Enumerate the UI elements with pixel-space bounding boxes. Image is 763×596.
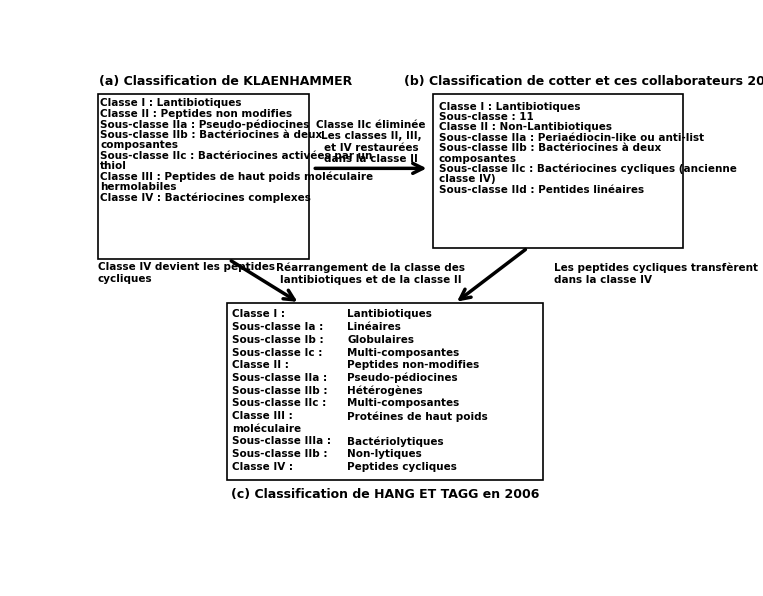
Text: Sous-classe IIb :: Sous-classe IIb : [232, 386, 327, 396]
Text: Sous-classe IIIa :: Sous-classe IIIa : [232, 436, 331, 446]
Text: thiol: thiol [100, 161, 127, 171]
Text: Peptides non-modifies: Peptides non-modifies [347, 360, 479, 370]
Text: Sous-classe IIc : Bactériocines activées par un: Sous-classe IIc : Bactériocines activées… [100, 150, 372, 161]
Text: Sous-classe Ib :: Sous-classe Ib : [232, 335, 324, 345]
Text: Sous-classe Ic :: Sous-classe Ic : [232, 347, 322, 358]
FancyBboxPatch shape [98, 94, 309, 259]
Text: Sous-classe IIc :: Sous-classe IIc : [232, 398, 326, 408]
Text: Classe IV devient les peptides
cycliques: Classe IV devient les peptides cycliques [98, 262, 275, 284]
Text: Classe IIc éliminée
Les classes II, III,
et IV restaurées
dans la classe II: Classe IIc éliminée Les classes II, III,… [316, 120, 426, 164]
Text: Sous-classe IIa :: Sous-classe IIa : [232, 373, 327, 383]
Text: Classe IV : Bactériocines complexes: Classe IV : Bactériocines complexes [100, 192, 311, 203]
Text: hermolabiles: hermolabiles [100, 182, 176, 192]
Text: Classe I :: Classe I : [232, 309, 285, 319]
Text: Classe I : Lantibiotiques: Classe I : Lantibiotiques [100, 98, 242, 108]
Text: Hétérogènes: Hétérogènes [347, 386, 423, 396]
Text: Classe III : Peptides de haut poids moléculaire: Classe III : Peptides de haut poids molé… [100, 171, 373, 182]
Text: moléculaire: moléculaire [232, 424, 301, 434]
Text: composantes: composantes [439, 154, 517, 163]
Text: Non-lytiques: Non-lytiques [347, 449, 422, 459]
FancyBboxPatch shape [433, 94, 683, 248]
Text: Lantibiotiques: Lantibiotiques [347, 309, 432, 319]
Text: Bactériolytiques: Bactériolytiques [347, 436, 444, 447]
Text: Classe I : Lantibiotiques: Classe I : Lantibiotiques [439, 101, 580, 111]
Text: Pseudo-pédiocines: Pseudo-pédiocines [347, 373, 458, 383]
Text: Multi-composantes: Multi-composantes [347, 347, 459, 358]
Text: Sous-classe IId : Pentides linéaires: Sous-classe IId : Pentides linéaires [439, 185, 644, 195]
Text: composantes: composantes [100, 140, 178, 150]
Text: Multi-composantes: Multi-composantes [347, 398, 459, 408]
Text: Classe II :: Classe II : [232, 360, 288, 370]
Text: Globulaires: Globulaires [347, 335, 414, 345]
Text: Sous-classe IIa : Pseudo-pédiocines: Sous-classe IIa : Pseudo-pédiocines [100, 119, 310, 130]
Text: Classe II : Non-Lantibiotiques: Classe II : Non-Lantibiotiques [439, 122, 612, 132]
Text: Sous-classe IIc : Bactériocines cycliques (ancienne: Sous-classe IIc : Bactériocines cyclique… [439, 164, 736, 175]
Text: Classe III :: Classe III : [232, 411, 292, 421]
Text: Classe IV :: Classe IV : [232, 462, 293, 472]
Text: (a) Classification de KLAENHAMMER: (a) Classification de KLAENHAMMER [99, 75, 353, 88]
Text: (b) Classification de cotter et ces collaborateurs 2005: (b) Classification de cotter et ces coll… [404, 75, 763, 88]
Text: Sous-classe Ia :: Sous-classe Ia : [232, 322, 323, 332]
Text: Les peptides cycliques transfèrent
dans la classe IV: Les peptides cycliques transfèrent dans … [554, 262, 758, 284]
Text: Classe II : Peptides non modifies: Classe II : Peptides non modifies [100, 109, 292, 119]
Text: Peptides cycliques: Peptides cycliques [347, 462, 457, 472]
Text: classe IV): classe IV) [439, 174, 495, 184]
Text: Protéines de haut poids: Protéines de haut poids [347, 411, 488, 421]
Text: Sous-classe : 11: Sous-classe : 11 [439, 112, 533, 122]
Text: Sous-classe IIb : Bactériocines à deux: Sous-classe IIb : Bactériocines à deux [439, 143, 661, 153]
Text: (c) Classification de HANG ET TAGG en 2006: (c) Classification de HANG ET TAGG en 20… [231, 488, 539, 501]
FancyBboxPatch shape [227, 303, 543, 480]
Text: Sous-classe IIa : Periaédiocin-like ou anti-list: Sous-classe IIa : Periaédiocin-like ou a… [439, 133, 703, 142]
Text: Sous-classe IIb : Bactériocines à deux: Sous-classe IIb : Bactériocines à deux [100, 130, 322, 139]
Text: Sous-classe IIb :: Sous-classe IIb : [232, 449, 327, 459]
Text: Linéaires: Linéaires [347, 322, 401, 332]
Text: Réarrangement de la classe des
lantibiotiques et de la classe II: Réarrangement de la classe des lantibiot… [276, 262, 465, 284]
